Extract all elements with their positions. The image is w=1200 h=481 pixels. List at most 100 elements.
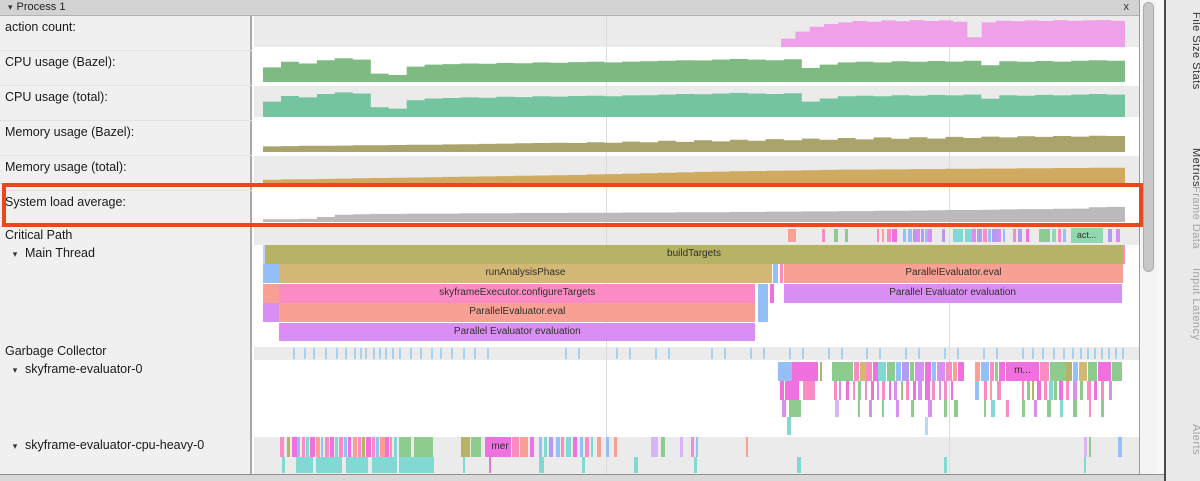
skyframe-evaluator-cpu-heavy-0-slice	[488, 457, 491, 473]
process-content: act... buildTargets runAnalysisPhase Parall…	[0, 16, 1139, 474]
skyframe-evaluator-cpu-heavy-0-slice	[325, 437, 330, 457]
skyframe-evaluator-cpu-heavy-0-slice	[338, 437, 344, 457]
horizontal-scrollbar[interactable]	[0, 474, 1164, 481]
skyframe-evaluator-0-slice	[1021, 400, 1025, 417]
gc-tick	[439, 348, 442, 359]
skyframe-evaluator-0-slice	[1109, 381, 1113, 400]
skyframe-evaluator-0-slice	[1073, 400, 1077, 417]
critical-path-tick	[920, 229, 925, 242]
main-thread-slice[interactable]: ParallelEvaluator.eval	[279, 303, 756, 323]
skyframe-evaluator-0-slice	[1079, 362, 1088, 381]
skyframe-evaluator-cpu-heavy-0-slice	[556, 437, 560, 457]
skyframe-evaluator-0-slice	[1059, 381, 1063, 400]
skyframe-evaluator-cpu-heavy-0-slice	[590, 437, 594, 457]
skyframe-evaluator-0-slice	[833, 381, 838, 400]
gc-tick	[616, 348, 619, 359]
main-thread-slice	[757, 283, 769, 303]
timeline-area[interactable]: act... buildTargets runAnalysisPhase Parall…	[254, 16, 1139, 474]
thread-main-thread[interactable]: ▾ Main Thread	[0, 246, 252, 260]
skyframe-evaluator-0-slice	[954, 400, 958, 417]
critical-path-tick	[928, 229, 932, 242]
skyframe-evaluator-0-slice	[864, 381, 868, 400]
skyframe-evaluator-0-slice	[838, 381, 842, 400]
skyframe-evaluator-cpu-heavy-0-slice	[345, 457, 369, 473]
main-thread-slice	[1123, 245, 1126, 264]
skyframe-evaluator-cpu-heavy-0-slice	[512, 437, 519, 457]
side-tab-frame-data[interactable]: Frame Data	[1190, 186, 1200, 250]
skyframe-evaluator-cpu-heavy-0-slice	[1088, 437, 1092, 457]
skyframe-evaluator-0-slice	[792, 362, 819, 381]
main-thread-slice[interactable]: Parallel Evaluator evaluation	[783, 283, 1122, 303]
skyframe-evaluator-cpu-heavy-0-slice	[316, 457, 343, 473]
gc-tick	[359, 348, 362, 359]
gc-tick	[462, 348, 465, 359]
skyframe-evaluator-0-slice	[1060, 400, 1063, 417]
skyframe-evaluator-cpu-heavy-0-slice	[797, 457, 801, 473]
close-button[interactable]: x	[1123, 1, 1130, 13]
skyframe-evaluator-0-slice	[937, 362, 945, 381]
skyframe-evaluator-0-slice	[787, 417, 791, 435]
critical-path-slice-act[interactable]: act...	[1070, 228, 1103, 243]
skyframe-evaluator-0-slice	[1088, 400, 1092, 417]
skyframe-evaluator-0-slice	[931, 381, 936, 400]
skyframe-evaluator-0-slice	[975, 381, 980, 400]
process-header[interactable]: ▾ Process 1 x	[0, 0, 1139, 16]
skyframe-evaluator-0-slice	[878, 362, 887, 381]
skyframe-evaluator-0-slice	[876, 381, 880, 400]
skyframe-evaluator-0-slice	[1047, 400, 1051, 417]
gc-tick	[373, 348, 376, 359]
side-tab-bar: File Size Stats Metrics Frame Data Input La…	[1164, 0, 1200, 481]
main-thread-slice[interactable]: Parallel Evaluator evaluation	[279, 322, 756, 342]
thread-main-thread-collapse-arrow-icon[interactable]: ▾	[12, 249, 18, 259]
side-tab-file-size-stats[interactable]: File Size Stats	[1190, 12, 1200, 90]
gc-tick	[353, 348, 356, 359]
gc-tick	[1062, 348, 1065, 359]
gc-tick	[564, 348, 567, 359]
skyframe-evaluator-cpu-heavy-0-slice	[287, 437, 290, 457]
skyframe-evaluator-cpu-heavy-0-slice	[530, 437, 534, 457]
track-label-cpu-usage-total: CPU usage (total):	[0, 86, 252, 121]
skyframe-evaluator-cpu-heavy-0-slice	[650, 437, 658, 457]
skyframe-evaluator-0-slice	[901, 362, 909, 381]
skyframe-evaluator-cpu-heavy-0-slice	[694, 457, 698, 473]
gc-tick	[711, 348, 714, 359]
main-thread-slice[interactable]: buildTargets	[264, 245, 1124, 264]
skyframe-evaluator-0-slice	[859, 362, 866, 381]
critical-path-tick	[1062, 229, 1067, 242]
process-collapse-arrow-icon[interactable]: ▾	[8, 2, 13, 12]
critical-path-tick	[912, 229, 916, 242]
thread-garbage-collector-label: Garbage Collector	[5, 344, 107, 358]
thread-skyframe-evaluator-0[interactable]: ▾ skyframe-evaluator-0	[0, 362, 252, 376]
side-tab-metrics[interactable]: Metrics	[1190, 148, 1200, 187]
skyframe-evaluator-cpu-heavy-0-slice	[399, 437, 412, 457]
skyframe-evaluator-0-slice	[1080, 381, 1083, 400]
skyframe-evaluator-cpu-heavy-0-slice	[1083, 457, 1087, 473]
main-thread-slice[interactable]: runAnalysisPhase	[279, 264, 772, 284]
side-tab-alerts[interactable]: Alerts	[1190, 424, 1200, 456]
gc-tick	[982, 348, 985, 359]
skyframe-evaluator-cpu-heavy-0-slice[interactable]: mer	[488, 437, 512, 457]
skyframe-evaluator-cpu-heavy-0-slice	[680, 437, 683, 457]
skyframe-evaluator-cpu-heavy-0-slice	[633, 457, 638, 473]
skyframe-evaluator-cpu-heavy-0-slice	[745, 437, 749, 457]
gc-tick	[1121, 348, 1124, 359]
skyframe-evaluator-0-slice[interactable]: m...	[1006, 362, 1039, 381]
side-tab-input-latency[interactable]: Input Latency	[1190, 268, 1200, 341]
main-thread-slice[interactable]: ParallelEvaluator.eval	[783, 264, 1124, 284]
skyframe-evaluator-cpu-heavy-0-slice	[538, 437, 543, 457]
skyframe-evaluator-cpu-heavy-0-slice	[597, 437, 601, 457]
thread-skyframe-evaluator-cpu-heavy-0-collapse-arrow-icon[interactable]: ▾	[12, 441, 18, 451]
vertical-scrollbar-thumb[interactable]	[1143, 2, 1154, 272]
main-thread-slice[interactable]: skyframeExecutor.configureTargets	[279, 283, 756, 303]
track-label-cpu-usage-bazel: CPU usage (Bazel):	[0, 51, 252, 86]
skyframe-evaluator-0-slice	[925, 362, 932, 381]
gc-tick	[1031, 348, 1034, 359]
vertical-scrollbar[interactable]	[1141, 0, 1157, 474]
critical-path-tick	[876, 229, 880, 242]
thread-skyframe-evaluator-cpu-heavy-0[interactable]: ▾ skyframe-evaluator-cpu-heavy-0	[0, 438, 252, 452]
skyframe-evaluator-cpu-heavy-0-slice	[316, 437, 320, 457]
gc-tick	[344, 348, 347, 359]
track-label-memory-usage-bazel: Memory usage (Bazel):	[0, 121, 252, 156]
skyframe-evaluator-0-slice	[994, 362, 999, 381]
thread-skyframe-evaluator-0-collapse-arrow-icon[interactable]: ▾	[12, 365, 18, 375]
